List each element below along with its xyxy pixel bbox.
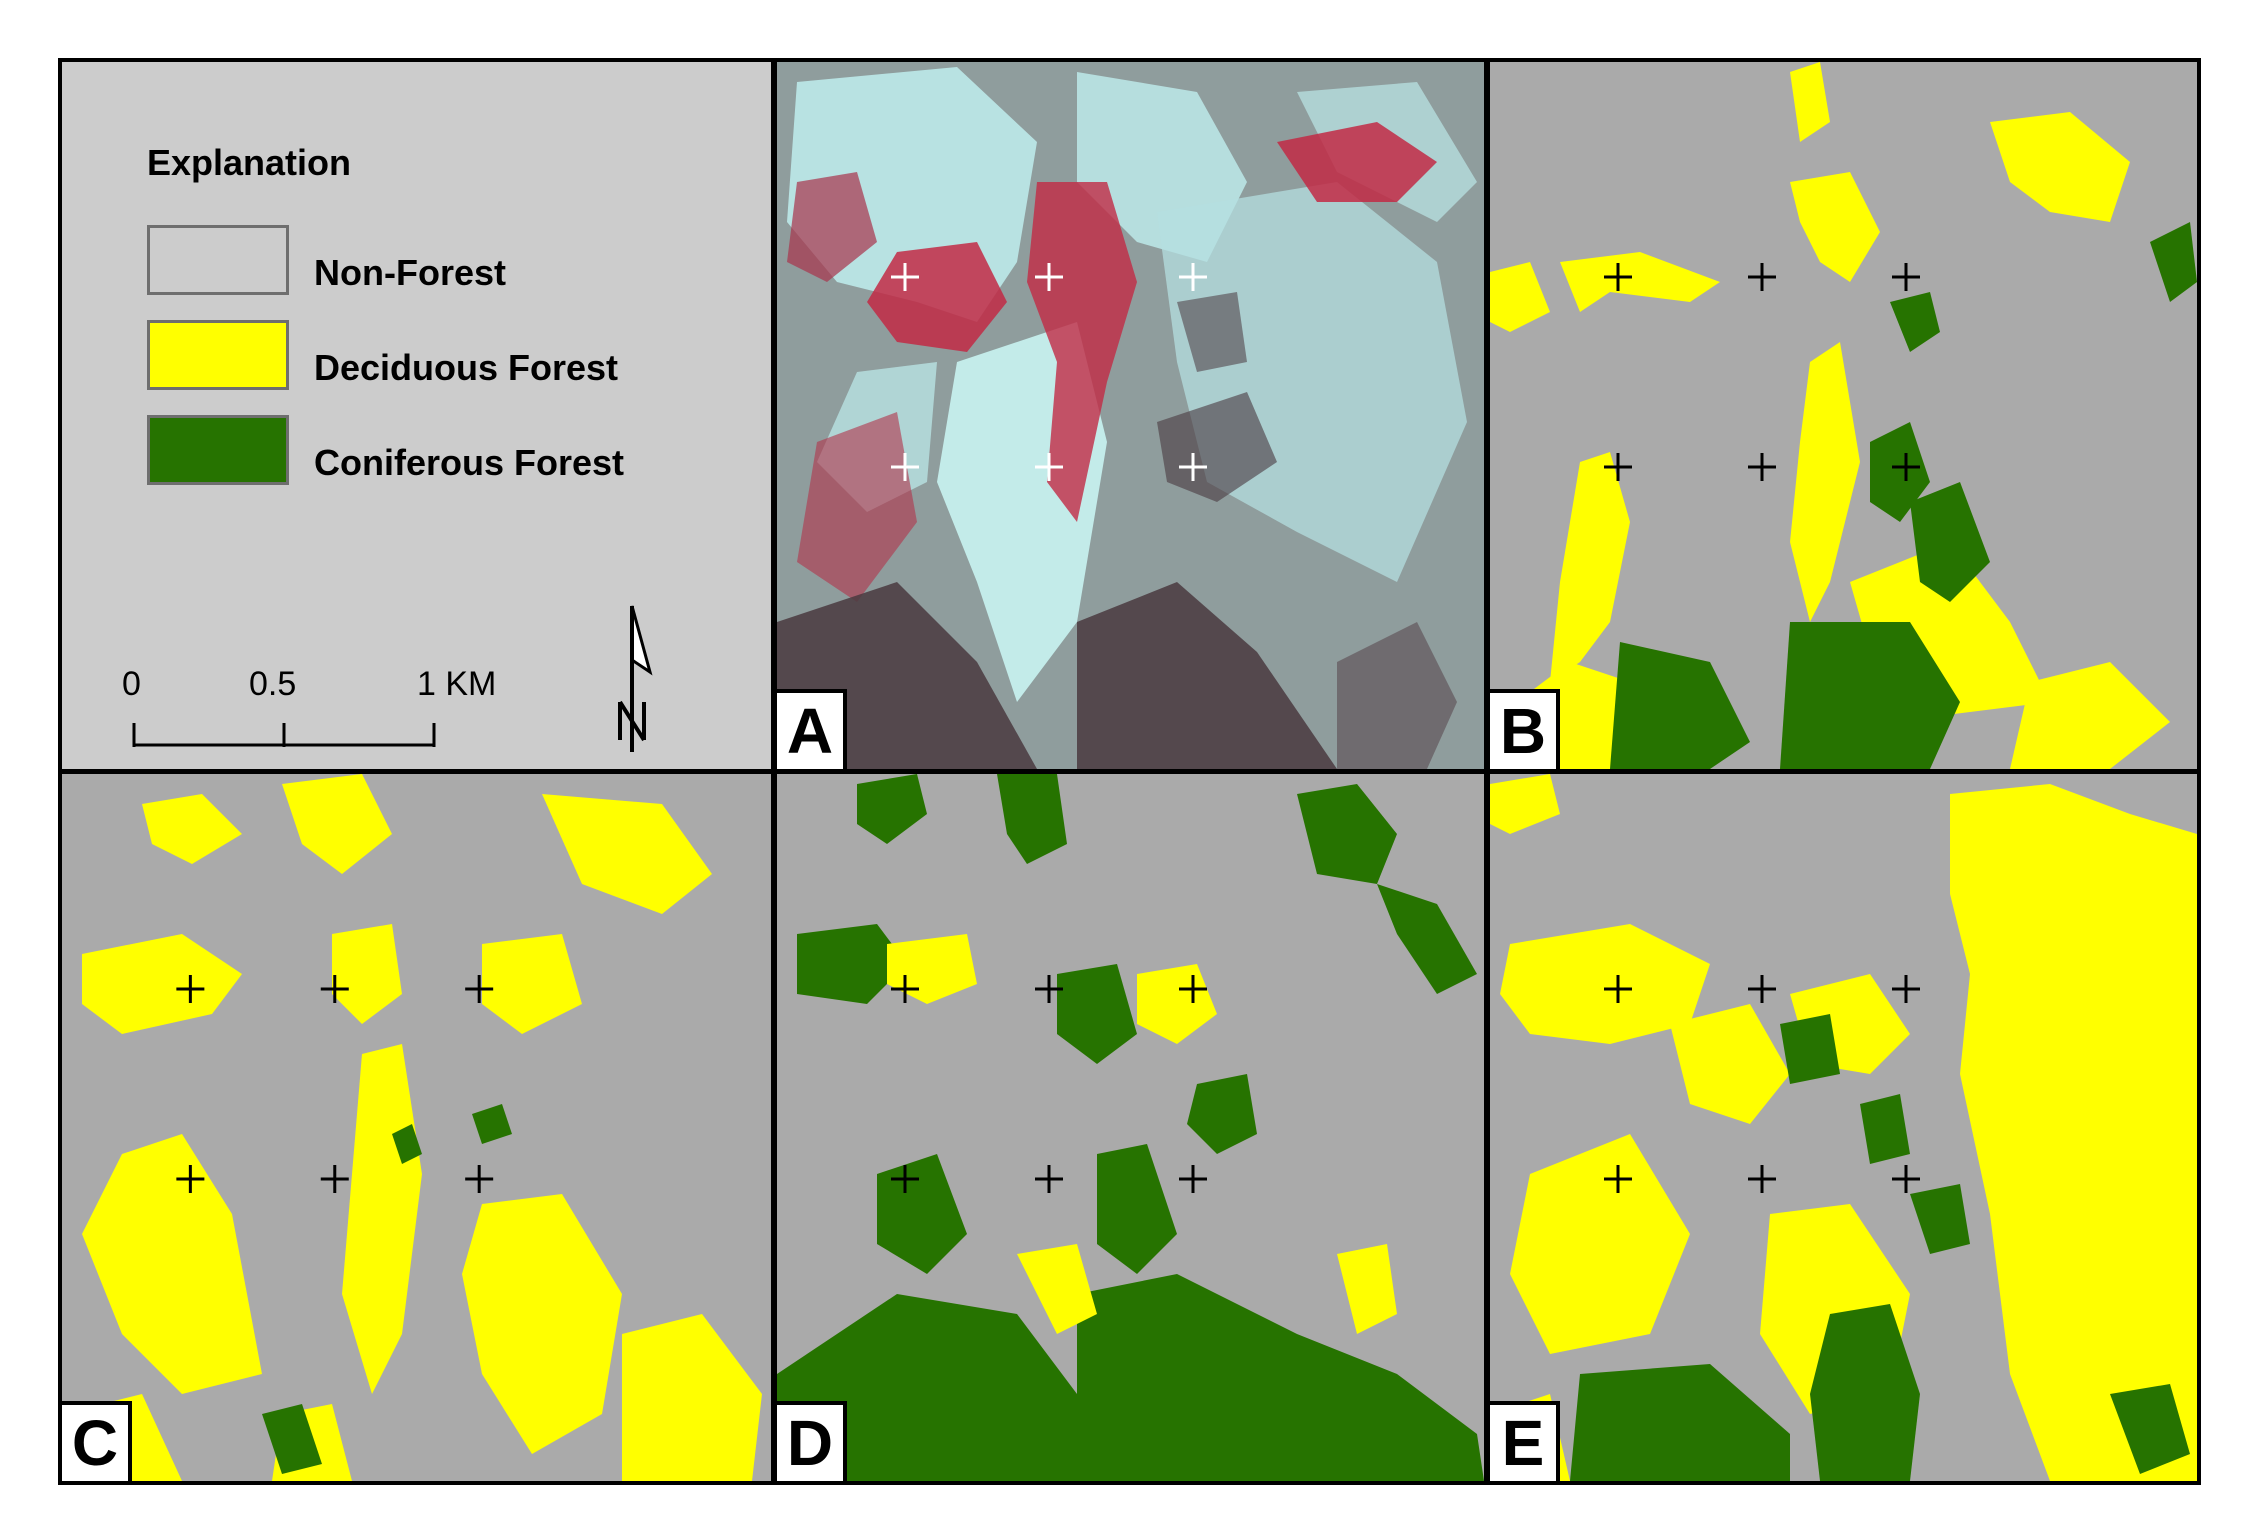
crosshair-marker-icon bbox=[1748, 263, 1776, 291]
legend-label-deciduous: Deciduous Forest bbox=[314, 347, 619, 388]
crosshair-marker-icon bbox=[891, 975, 919, 1003]
legend-label-non-forest: Non-Forest bbox=[314, 252, 506, 293]
crosshair-marker-icon bbox=[1035, 1165, 1063, 1193]
map-panel-a: A bbox=[773, 58, 1488, 773]
panel-letter-b: B bbox=[1490, 689, 1560, 769]
crosshair-marker-icon bbox=[1179, 975, 1207, 1003]
crosshair-marker-icon bbox=[1179, 263, 1207, 291]
legend-swatch-coniferous bbox=[147, 415, 289, 485]
legend-swatch-deciduous bbox=[147, 320, 289, 390]
aerial-image bbox=[777, 62, 1484, 769]
map-panel-b: B bbox=[1486, 58, 2201, 773]
crosshair-marker-icon bbox=[1892, 975, 1920, 1003]
crosshair-marker-icon bbox=[176, 1165, 205, 1193]
legend-panel: Explanation Non-Forest Deciduous Forest … bbox=[58, 58, 775, 773]
crosshair-marker-icon bbox=[891, 263, 919, 291]
crosshair-marker-icon bbox=[465, 975, 494, 1003]
map-panel-d: D bbox=[773, 770, 1488, 1485]
panel-letter-e: E bbox=[1490, 1401, 1560, 1481]
legend-label-coniferous: Coniferous Forest bbox=[314, 442, 625, 483]
panel-letter-c: C bbox=[62, 1401, 132, 1481]
crosshair-marker-icon bbox=[1604, 1165, 1632, 1193]
classification-map-c bbox=[62, 774, 771, 1481]
crosshair-marker-icon bbox=[1748, 975, 1776, 1003]
crosshair-marker-icon bbox=[1179, 453, 1207, 481]
legend-title: Explanation bbox=[147, 142, 352, 183]
classification-map-e bbox=[1490, 774, 2197, 1481]
crosshair-marker-icon bbox=[1892, 1165, 1920, 1193]
crosshair-marker-icon bbox=[891, 1165, 919, 1193]
scale-label-1km: 1 KM bbox=[417, 665, 497, 703]
crosshair-marker-icon bbox=[1035, 263, 1063, 291]
panel-letter-d: D bbox=[777, 1401, 847, 1481]
crosshair-marker-icon bbox=[176, 975, 205, 1003]
crosshair-marker-icon bbox=[320, 1165, 349, 1193]
classification-map-d bbox=[777, 774, 1484, 1481]
crosshair-marker-icon bbox=[1604, 453, 1632, 481]
legend-swatch-non-forest bbox=[147, 225, 289, 295]
crosshair-marker-icon bbox=[1035, 975, 1063, 1003]
crosshair-marker-icon bbox=[891, 453, 919, 481]
map-panel-c: C bbox=[58, 770, 775, 1485]
crosshair-marker-icon bbox=[1748, 1165, 1776, 1193]
crosshair-marker-icon bbox=[320, 975, 349, 1003]
crosshair-marker-icon bbox=[1892, 263, 1920, 291]
crosshair-marker-icon bbox=[1604, 263, 1632, 291]
scale-label-0-5: 0.5 bbox=[249, 665, 297, 703]
crosshair-marker-icon bbox=[1035, 453, 1063, 481]
crosshair-marker-icon bbox=[1892, 453, 1920, 481]
map-panel-e: E bbox=[1486, 770, 2201, 1485]
panel-letter-a: A bbox=[777, 689, 847, 769]
crosshair-marker-icon bbox=[1604, 975, 1632, 1003]
north-arrow-icon bbox=[618, 605, 653, 752]
scale-label-0: 0 bbox=[122, 665, 141, 703]
scale-bar bbox=[132, 723, 436, 747]
crosshair-marker-icon bbox=[465, 1165, 494, 1193]
classification-map-b bbox=[1490, 62, 2197, 769]
crosshair-marker-icon bbox=[1748, 453, 1776, 481]
crosshair-marker-icon bbox=[1179, 1165, 1207, 1193]
